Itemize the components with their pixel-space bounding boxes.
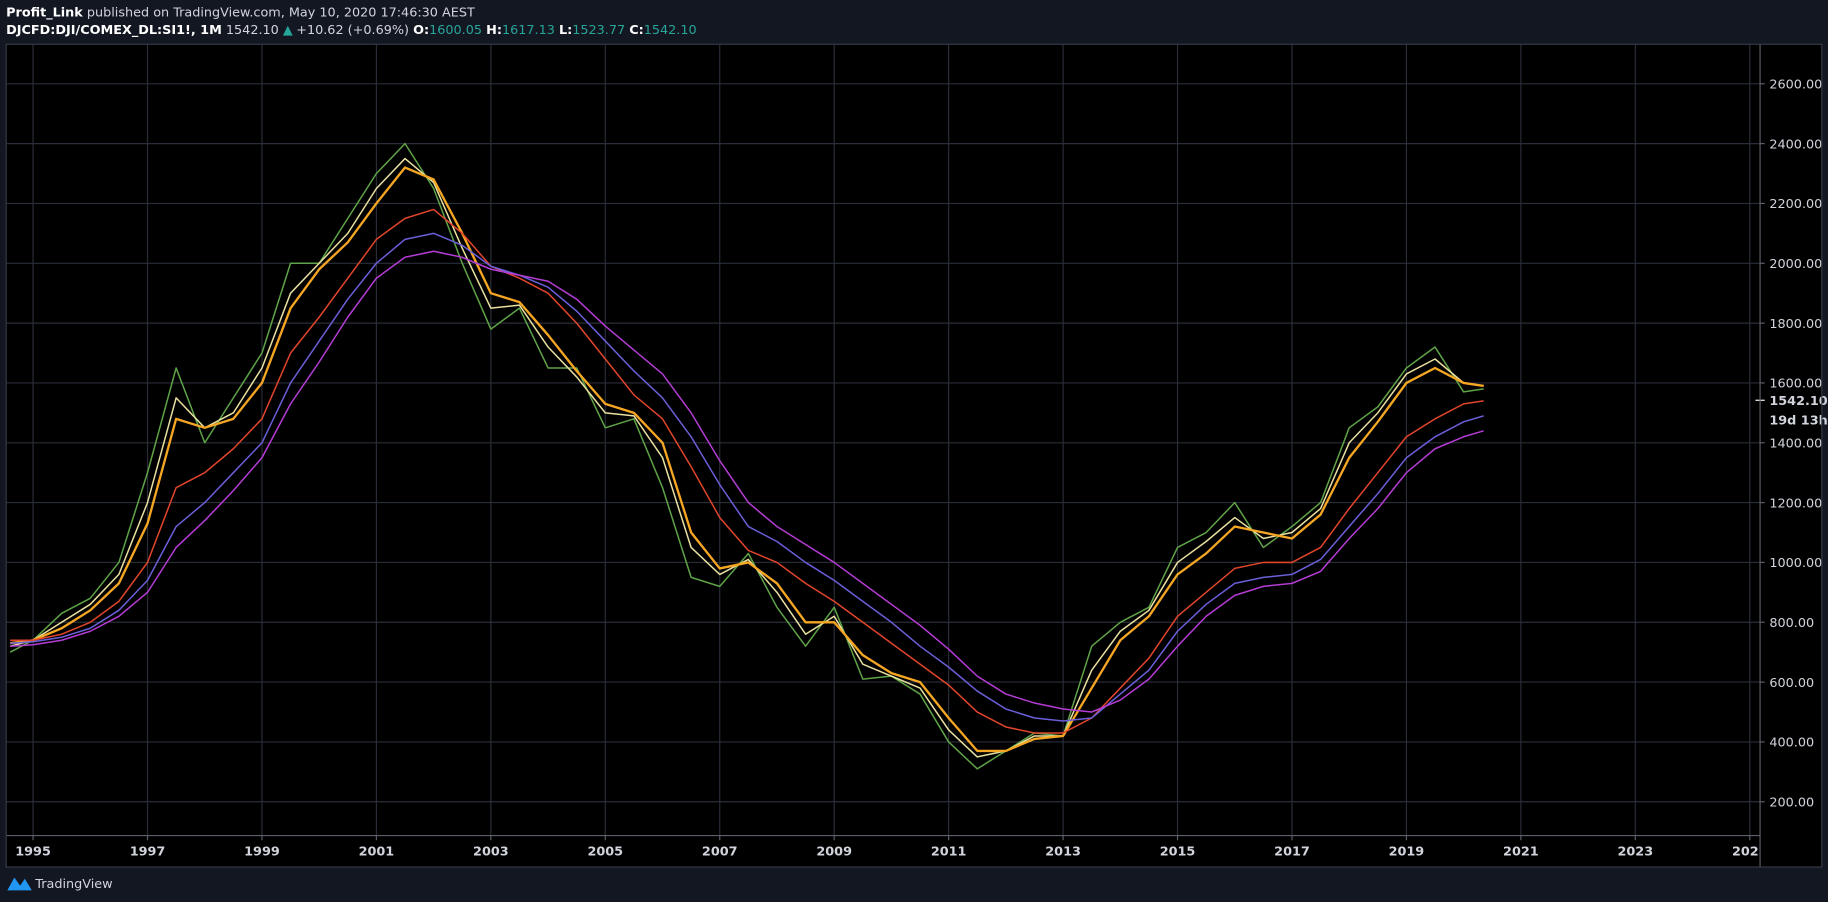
y-tick-label: 2400.00 [1769, 137, 1822, 152]
x-tick-label: 2015 [1160, 844, 1196, 859]
y-tick-label: 2200.00 [1769, 197, 1822, 212]
x-tick-label: 2013 [1045, 844, 1081, 859]
y-tick-label: 1800.00 [1769, 317, 1822, 332]
series-line [10, 166, 1484, 753]
x-tick-label: 1999 [244, 844, 280, 859]
y-tick-label: 1000.00 [1769, 556, 1822, 571]
y-tick-label: 1600.00 [1769, 377, 1822, 392]
ohlc-value: 1617.13 [502, 23, 555, 38]
y-tick-label: 400.00 [1769, 736, 1814, 751]
ohlc-label: L: [559, 23, 572, 38]
logo-icon [7, 877, 32, 891]
series-line [10, 250, 1484, 713]
bar-countdown: 19d 13h [1769, 414, 1827, 429]
x-tick-label: 2017 [1274, 844, 1310, 859]
ohlc-label: O: [413, 23, 429, 38]
chart-pane [6, 44, 1822, 868]
x-tick-label: 2011 [931, 844, 967, 859]
arrow: ▲ [283, 23, 293, 38]
x-tick-label: 2025 [1732, 844, 1768, 859]
series-line [10, 232, 1484, 722]
last-price-label: 1542.10 [1769, 394, 1827, 409]
y-tick-label: 600.00 [1769, 676, 1814, 691]
grid [6, 44, 1761, 836]
ohlc-value: 1542.10 [644, 23, 697, 38]
publisher: Profit_Link [6, 5, 83, 20]
y-tick-label: 1200.00 [1769, 496, 1822, 511]
price-axis: 200.00 400.00 600.00 800.00 1000.00 1200.00 14… [1755, 77, 1828, 810]
published: published on TradingView.com, May 10, 20… [87, 5, 475, 20]
series-line [9, 157, 1484, 758]
change: +10.62 (+0.69%) [296, 23, 409, 38]
y-tick-label: 2600.00 [1769, 77, 1822, 92]
time-axis: 1995 1997 1999 2001 2003 2005 2007 2009 2011 2013… [15, 835, 1768, 859]
symbol: DJCFD:DJI/COMEX_DL:SI1!, 1M [6, 23, 222, 38]
x-tick-label: 2001 [359, 844, 395, 859]
x-tick-label: 2005 [587, 844, 623, 859]
x-tick-label: 2023 [1618, 844, 1654, 859]
x-tick-label: 1995 [15, 844, 51, 859]
y-tick-label: 200.00 [1769, 795, 1814, 810]
ohlc-label: C: [629, 23, 644, 38]
ohlc-value: 1523.77 [572, 23, 625, 38]
x-tick-label: 2009 [816, 844, 852, 859]
pane-border [5, 43, 1823, 868]
publish-line: Profit_Link published on TradingView.com… [6, 5, 475, 20]
y-tick-label: 800.00 [1769, 616, 1814, 631]
brand: TradingView [34, 877, 112, 892]
ohlc-label: H: [486, 23, 502, 38]
x-tick-label: 1997 [130, 844, 166, 859]
brand-logo [7, 877, 32, 891]
series-line [10, 208, 1484, 734]
last: 1542.10 [226, 23, 279, 38]
y-tick-label: 1400.00 [1769, 436, 1822, 451]
x-tick-label: 2003 [473, 844, 509, 859]
symbol-line: DJCFD:DJI/COMEX_DL:SI1!, 1M 1542.10 ▲ +10… [6, 23, 696, 38]
plot [9, 142, 1484, 770]
series-line [9, 142, 1484, 770]
ohlc-value: 1600.05 [429, 23, 482, 38]
x-tick-label: 2007 [702, 844, 738, 859]
x-tick-label: 2019 [1389, 844, 1425, 859]
x-tick-label: 2021 [1503, 844, 1539, 859]
y-tick-label: 2000.00 [1769, 257, 1822, 272]
